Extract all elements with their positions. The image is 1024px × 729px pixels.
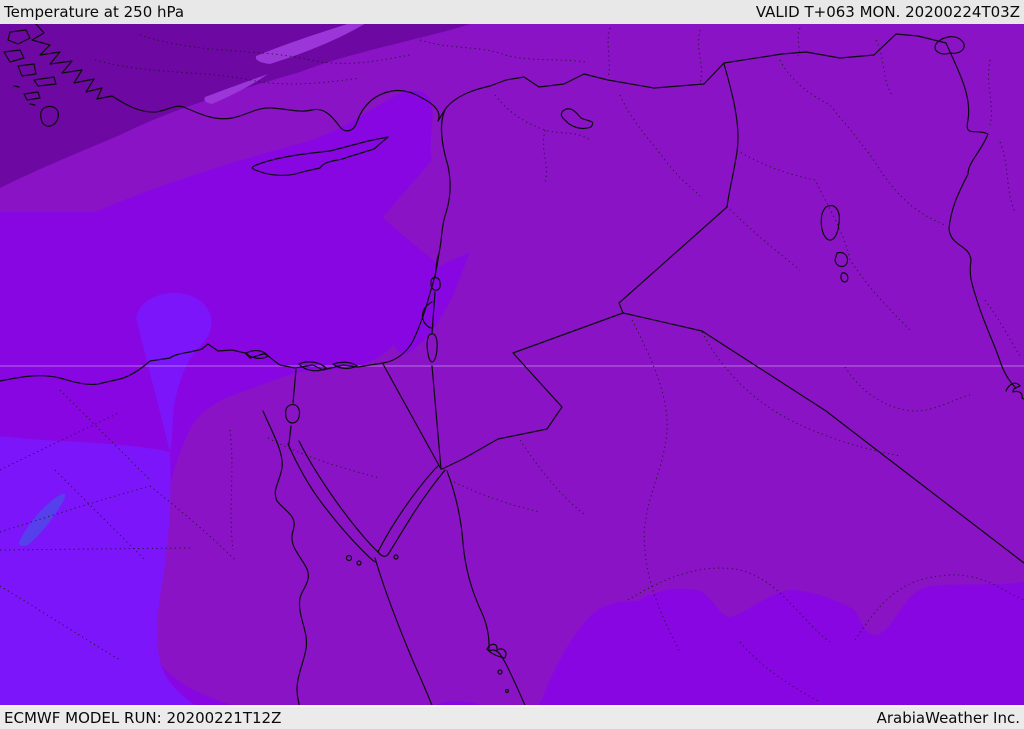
island-small-3: [504, 688, 510, 694]
cyprus-island: [251, 136, 389, 176]
island-shadwan: [345, 554, 353, 562]
syria-iraq-saudi-borders: [618, 63, 1024, 564]
band-blue-sliver: [19, 493, 66, 546]
valid-time-label: VALID T+063 MON. 20200224T03Z: [755, 3, 1020, 21]
jordan-saudi-border: [441, 312, 624, 470]
model-run-label: ECMWF MODEL RUN: 20200221T12Z: [4, 709, 282, 727]
admin-borders-dotted: [0, 27, 1024, 703]
lake-assad: [560, 108, 594, 130]
header-bar: Temperature at 250 hPa VALID T+063 MON. …: [0, 0, 1024, 24]
israel-jordan-border: [431, 365, 442, 470]
sinai-west-coast: [298, 440, 379, 553]
turkey-coast-and-syria-border: [31, 23, 947, 132]
redsea-lagoon: [486, 643, 507, 659]
band-light-streak-1: [255, 14, 380, 64]
lake-van: [934, 36, 965, 55]
credit-label: ArabiaWeather Inc.: [876, 709, 1020, 727]
band-light-streak-2: [204, 74, 268, 104]
map-title: Temperature at 250 hPa: [4, 3, 185, 21]
island-small-1: [356, 560, 362, 566]
aegean-islands: [3, 29, 59, 127]
saudi-redsea-coast: [446, 470, 534, 729]
bitter-lake: [285, 404, 301, 424]
iraq-iran-border: [945, 42, 1016, 388]
kuwait-coast: [1005, 382, 1024, 400]
island-small-2: [497, 669, 503, 675]
egypt-israel-border: [382, 363, 442, 470]
band-violet-southeast: [380, 582, 1024, 729]
suez-canal: [288, 369, 297, 445]
gulf-of-aqaba: [377, 465, 446, 557]
gulf-of-suez-west-redsea-west: [287, 443, 442, 729]
levant-egypt-coast: [0, 107, 451, 386]
coastlines-and-borders: [0, 23, 1024, 729]
band-bright-violet-southwest: [0, 292, 238, 729]
island-tiran: [393, 554, 399, 560]
sea-of-galilee: [430, 276, 441, 291]
iraq-lakes: [820, 205, 849, 283]
nile-delta-lagoons: [245, 350, 358, 372]
dead-sea: [426, 333, 438, 363]
nile-river: [262, 410, 309, 729]
west-bank-outline: [421, 301, 434, 329]
footer-bar: ECMWF MODEL RUN: 20200221T12Z ArabiaWeat…: [0, 705, 1024, 729]
